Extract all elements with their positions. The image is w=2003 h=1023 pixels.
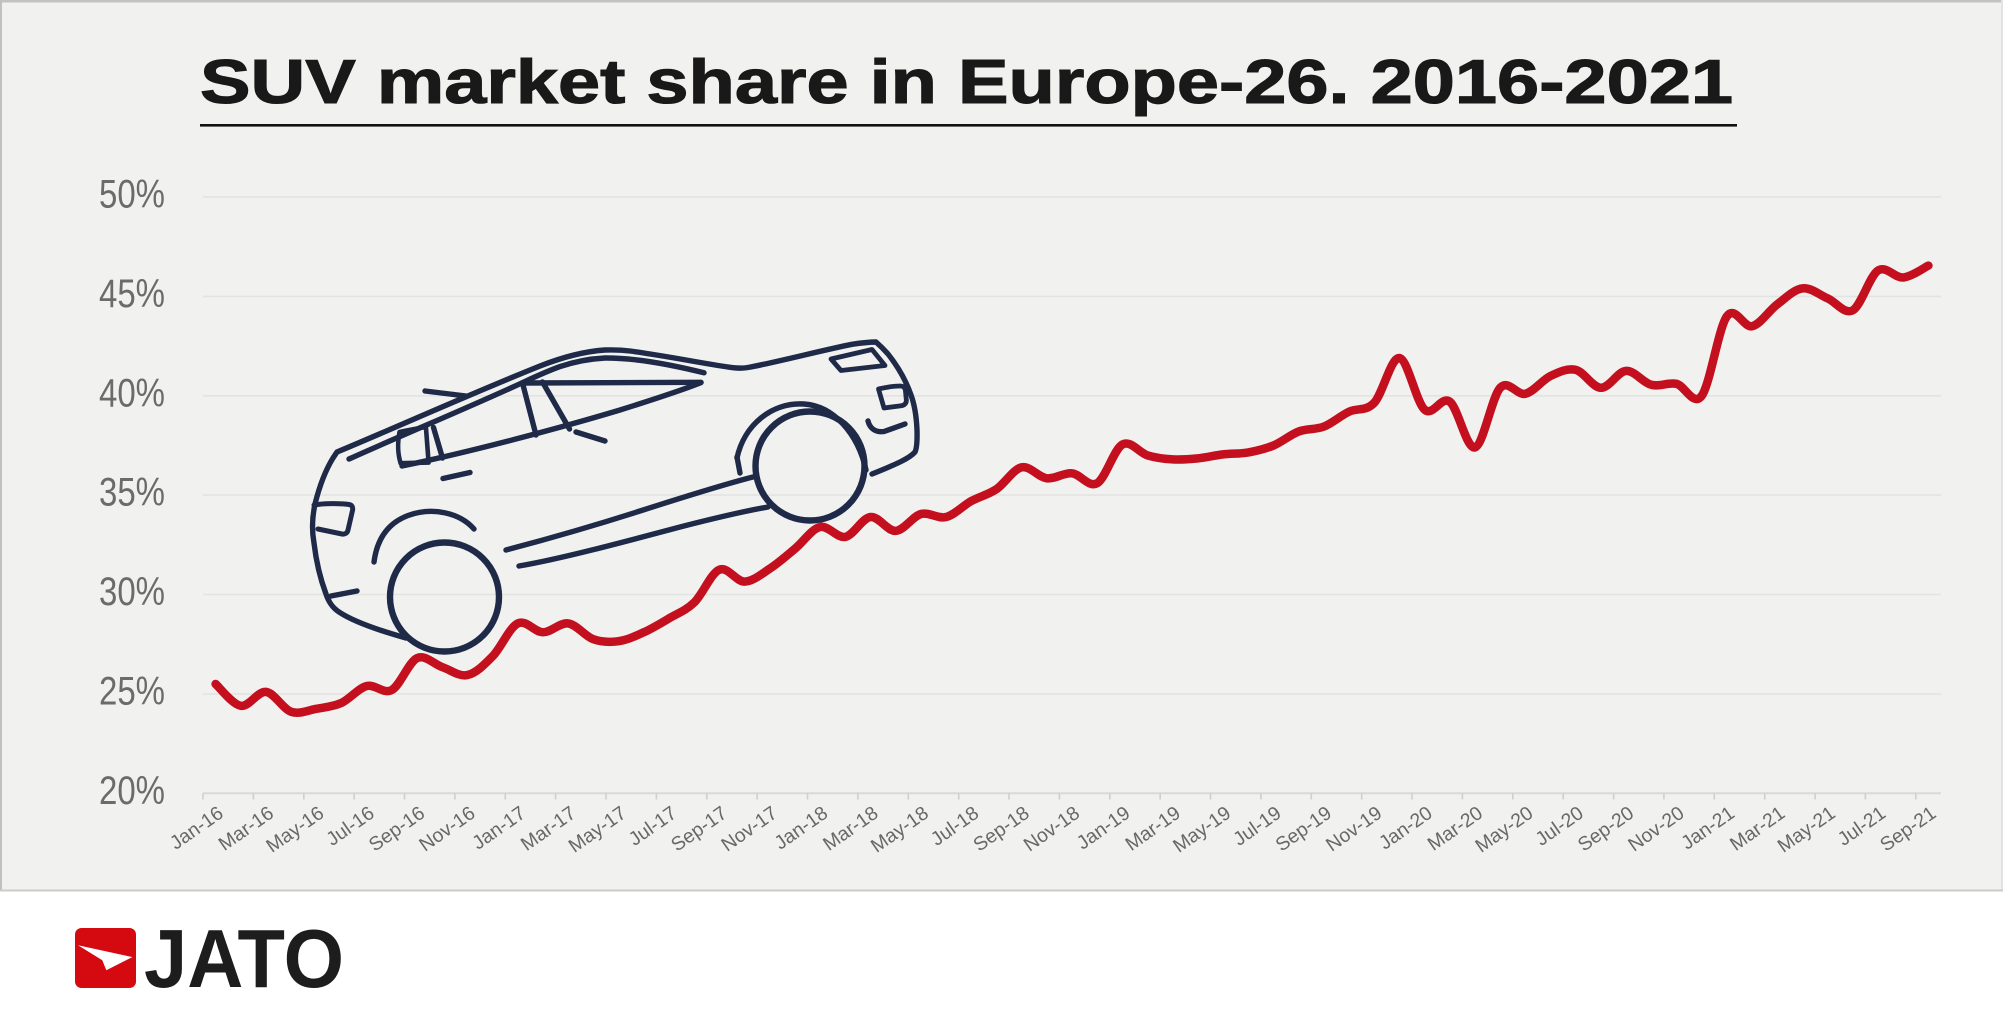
svg-text:25%: 25% [99,669,165,713]
svg-text:35%: 35% [99,471,165,515]
svg-text:50%: 50% [99,173,165,217]
svg-text:30%: 30% [99,570,165,614]
svg-text:20%: 20% [99,769,165,813]
svg-text:JATO: JATO [144,912,344,1005]
svg-text:40%: 40% [99,371,165,415]
svg-text:SUV market share in Europe-26.: SUV market share in Europe-26. 2016-2021 [200,48,1733,117]
svg-text:45%: 45% [99,272,165,316]
